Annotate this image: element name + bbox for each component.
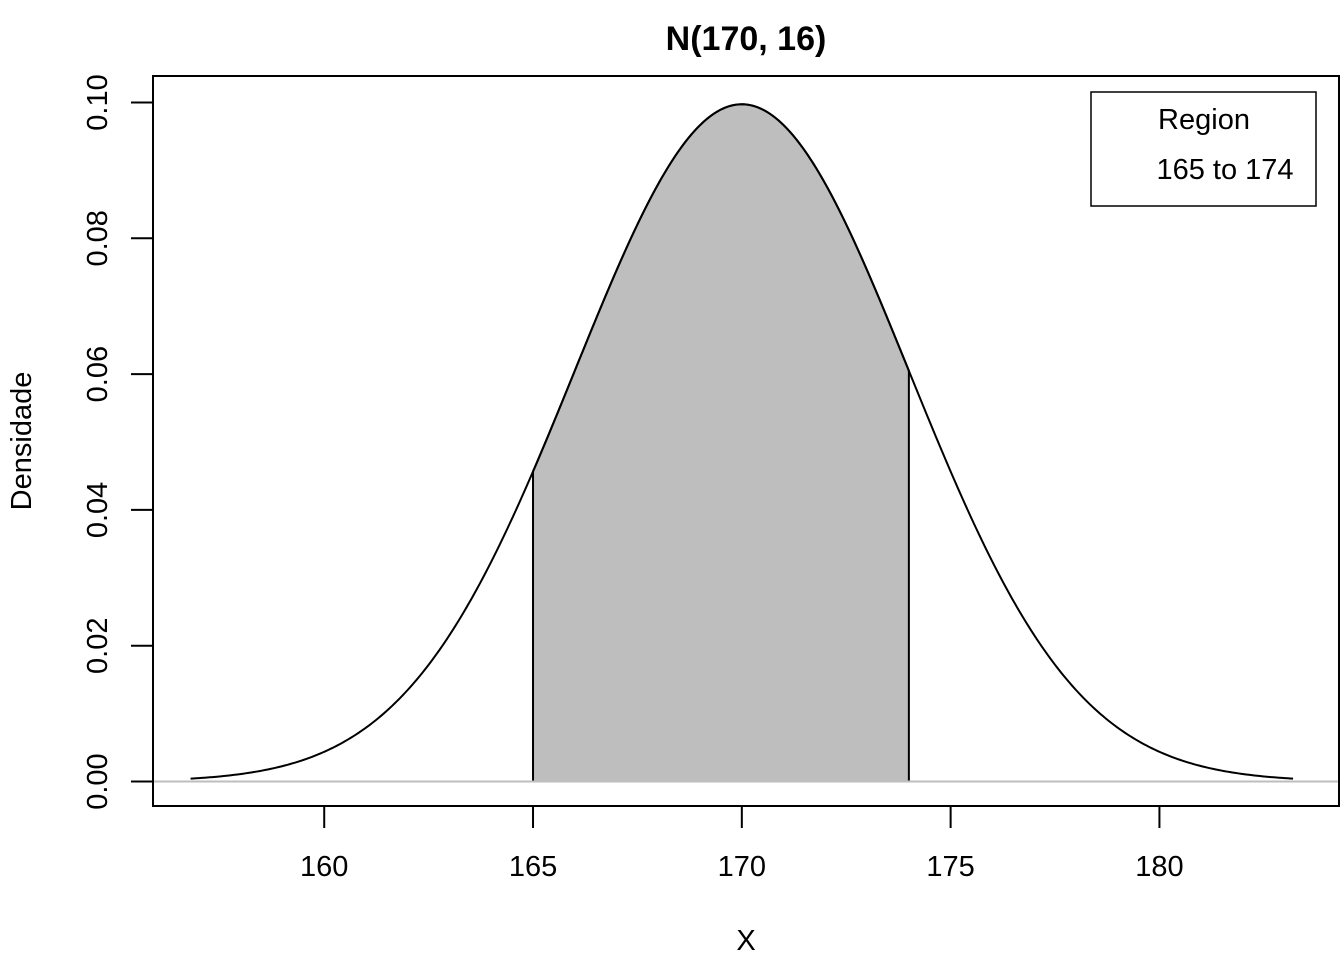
y-tick-label: 0.04	[82, 482, 114, 538]
y-axis-label: Densidade	[6, 372, 38, 511]
legend: Region 165 to 174	[1090, 91, 1317, 207]
chart-title: N(170, 16)	[666, 20, 827, 58]
density-curve	[190, 103, 1294, 780]
x-axis-label: X	[736, 925, 755, 957]
y-tick-label: 0.08	[82, 210, 114, 266]
legend-box	[1090, 91, 1317, 207]
y-tick-label: 0.10	[82, 74, 114, 130]
axes: 160 165 170 175 180 0.00 0.02 0.04 0.06 0.08 0.10	[82, 74, 1340, 883]
x-tick-label: 175	[926, 851, 974, 883]
plot-area	[153, 103, 1339, 783]
y-tick-label: 0.06	[82, 346, 114, 402]
x-tick-label: 165	[509, 851, 557, 883]
shaded-region	[532, 103, 910, 783]
y-tick-label: 0.02	[82, 618, 114, 674]
legend-entry: 165 to 174	[1156, 154, 1293, 186]
x-tick-label: 160	[300, 851, 348, 883]
x-tick-label: 180	[1135, 851, 1183, 883]
x-tick-label: 170	[718, 851, 766, 883]
y-tick-label: 0.00	[82, 753, 114, 809]
legend-title: Region	[1158, 104, 1250, 136]
